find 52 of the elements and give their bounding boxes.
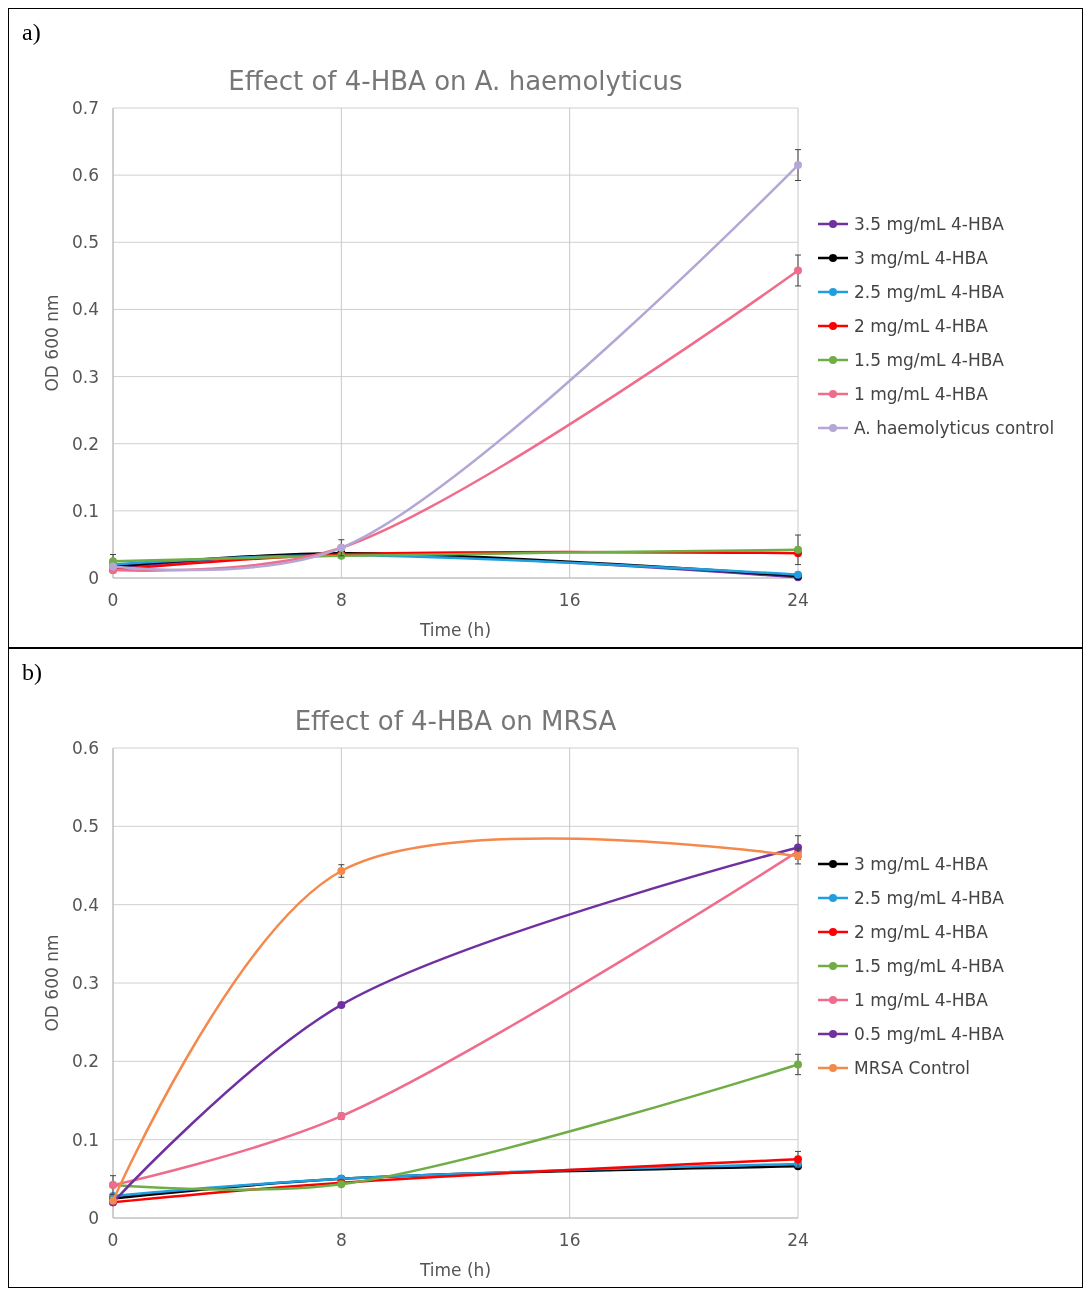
legend-label: A. haemolyticus control [854, 417, 1055, 438]
x-tick-label: 8 [335, 590, 347, 610]
legend-label: 2 mg/mL 4-HBA [854, 315, 989, 336]
x-axis-title: Time (h) [418, 620, 492, 640]
y-tick-label: 0.5 [71, 816, 99, 837]
x-tick-label: 0 [107, 590, 119, 610]
point [794, 266, 802, 275]
y-tick-label: 0.6 [71, 737, 99, 758]
legend-label: 1.5 mg/mL 4-HBA [854, 349, 1005, 370]
point [337, 866, 346, 875]
y-tick-label: 0.1 [71, 500, 99, 521]
y-tick-label: 0 [88, 1207, 99, 1228]
legend-label: 2.5 mg/mL 4-HBA [854, 281, 1005, 302]
y-axis-title: OD 600 nm [42, 934, 62, 1032]
legend-label: 0.5 mg/mL 4-HBA [854, 1023, 1005, 1044]
point [794, 161, 802, 170]
x-tick-label: 24 [787, 590, 809, 610]
x-tick-label: 16 [558, 590, 581, 610]
text: b) [22, 659, 42, 685]
y-tick-label: 0.4 [71, 299, 99, 320]
point [337, 1000, 346, 1009]
y-axis-title: OD 600 nm [42, 294, 62, 392]
legend-label: 2.5 mg/mL 4-HBA [854, 887, 1005, 908]
legend-label: 1.5 mg/mL 4-HBA [854, 955, 1005, 976]
y-tick-label: 0.3 [71, 366, 99, 387]
legend-label: 2 mg/mL 4-HBA [854, 921, 989, 942]
x-tick-label: 0 [107, 1230, 119, 1250]
y-tick-label: 0.2 [71, 1051, 99, 1072]
text: a) [22, 19, 41, 45]
y-tick-label: 0.6 [71, 165, 99, 186]
point [794, 1155, 802, 1164]
legend-label: 3 mg/mL 4-HBA [854, 853, 989, 874]
y-tick-label: 0.7 [71, 97, 99, 118]
point [794, 1060, 802, 1069]
legend-label: 1 mg/mL 4-HBA [854, 989, 989, 1010]
legend-label: MRSA Control [854, 1057, 971, 1078]
x-tick-label: 8 [335, 1230, 347, 1250]
legend-label: 3.5 mg/mL 4-HBA [854, 213, 1005, 234]
y-tick-label: 0 [88, 567, 99, 588]
y-tick-label: 0.3 [71, 972, 99, 993]
y-tick-label: 0.2 [71, 433, 99, 454]
legend-label: 1 mg/mL 4-HBA [854, 383, 989, 404]
y-tick-label: 0.1 [71, 1129, 99, 1150]
x-tick-label: 24 [787, 1230, 809, 1250]
chart-title: Effect of 4-HBA on MRSA [294, 706, 617, 736]
point [794, 545, 802, 554]
y-tick-label: 0.5 [71, 232, 99, 253]
legend-label: 3 mg/mL 4-HBA [854, 247, 989, 268]
x-tick-label: 16 [558, 1230, 581, 1250]
y-tick-label: 0.4 [71, 894, 99, 915]
chart-title: Effect of 4-HBA on A. haemolyticus [228, 66, 683, 96]
x-axis-title: Time (h) [418, 1260, 492, 1280]
